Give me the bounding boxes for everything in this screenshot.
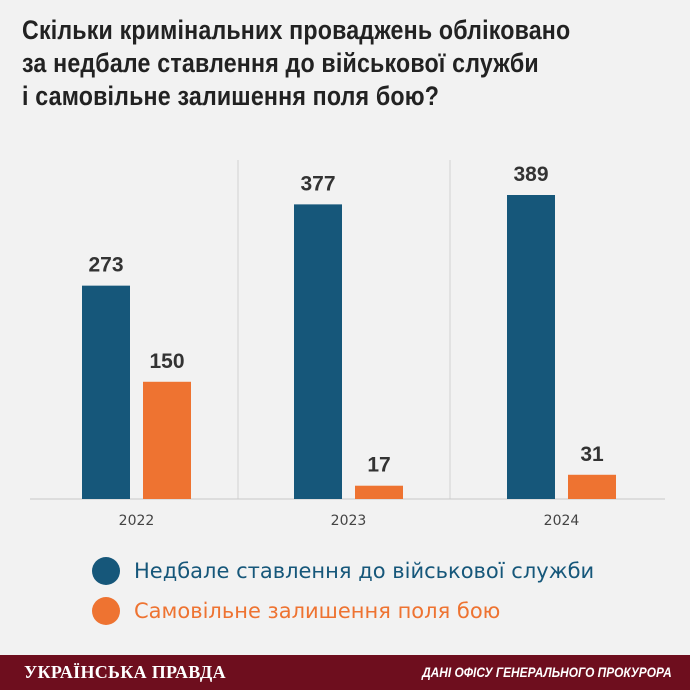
data-label-2023-series-1: 377 <box>300 172 335 195</box>
data-label-2022-series-2: 150 <box>149 350 184 373</box>
title-line-3: і самовільне залишення поля бою? <box>22 81 440 111</box>
bar-2024-series-2 <box>568 474 616 499</box>
legend-label-negligence: Недбале ставлення до військової служби <box>134 559 595 583</box>
brand-logo: УКРАЇНСЬКА ПРАВДА <box>24 662 226 682</box>
bar-2022-series-1 <box>82 285 130 499</box>
legend-item-negligence: Недбале ставлення до військової служби <box>92 551 594 591</box>
x-tick-label-2022: 2022 <box>119 513 155 529</box>
legend-swatch-negligence <box>92 557 120 585</box>
bar-2023-series-1 <box>294 204 342 499</box>
data-label-2024-series-2: 31 <box>580 443 604 466</box>
data-label-2024-series-1: 389 <box>513 163 548 186</box>
legend: Недбале ставлення до військової служби С… <box>92 551 594 631</box>
legend-swatch-desertion <box>92 597 120 625</box>
legend-label-desertion: Самовільне залишення поля бою <box>134 599 501 623</box>
bar-2024-series-1 <box>507 195 555 499</box>
x-tick-label-2023: 2023 <box>331 513 367 529</box>
chart-title: Скільки кримінальних проваджень облікова… <box>22 14 581 113</box>
legend-item-desertion: Самовільне залишення поля бою <box>92 591 594 631</box>
source-note: ДАНІ ОФІСУ ГЕНЕРАЛЬНОГО ПРОКУРОРА <box>422 664 672 680</box>
title-line-1: Скільки кримінальних проваджень облікова… <box>22 15 571 45</box>
title-line-2: за недбале ставлення до військової служб… <box>22 48 539 78</box>
data-label-2022-series-1: 273 <box>88 254 123 277</box>
data-label-2023-series-2: 17 <box>367 454 390 477</box>
footer-bar: УКРАЇНСЬКА ПРАВДА ДАНІ ОФІСУ ГЕНЕРАЛЬНОГ… <box>0 655 690 690</box>
bar-2023-series-2 <box>355 485 403 499</box>
bar-2022-series-2 <box>143 381 191 499</box>
x-tick-label-2024: 2024 <box>544 513 580 529</box>
